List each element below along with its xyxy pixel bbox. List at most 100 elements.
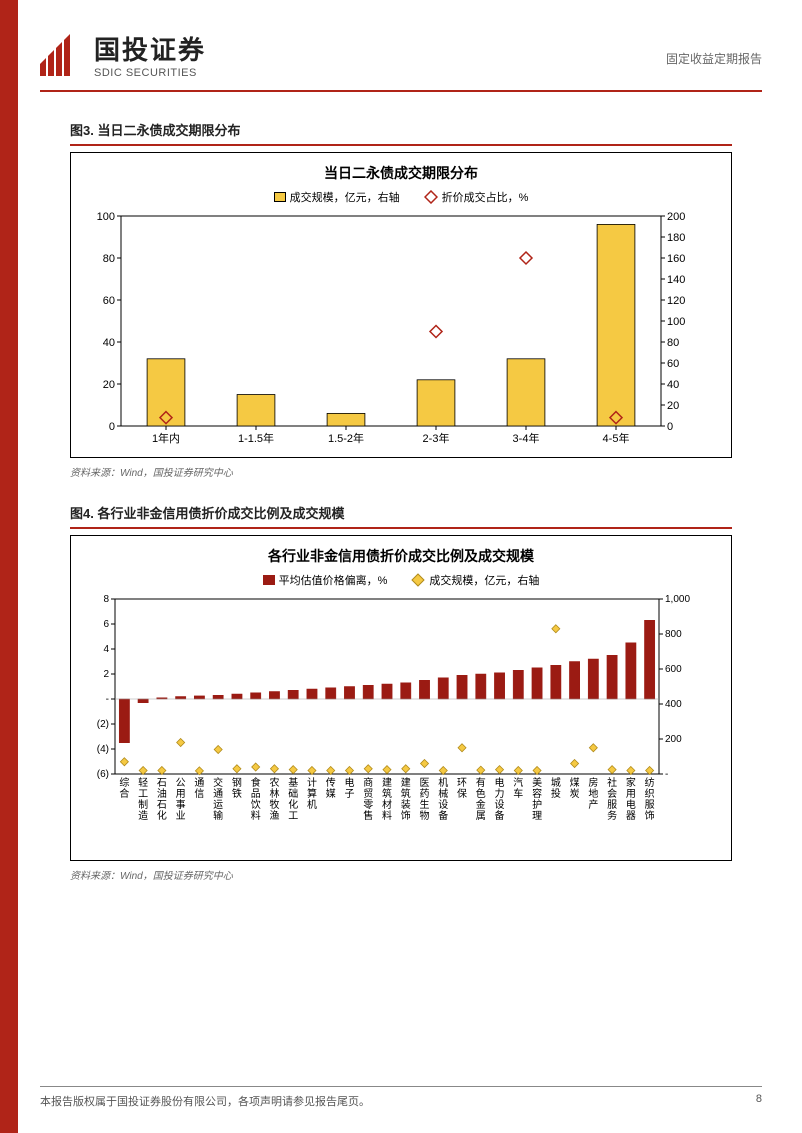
fig4-legend: 平均估值价格偏离，% 成交规模，亿元，右轴 [81,572,721,588]
svg-text:200: 200 [665,734,682,745]
square-icon [274,192,286,202]
svg-text:环: 环 [457,778,467,789]
svg-text:车: 车 [513,787,523,800]
svg-text:筑: 筑 [401,787,411,800]
legend-label: 成交规模，亿元，右轴 [290,189,400,205]
svg-text:金: 金 [476,798,486,811]
svg-text:0: 0 [109,421,115,433]
svg-text:1.5-2年: 1.5-2年 [328,431,364,445]
fig4-caption-row: 图4. 各行业非金信用债折价成交比例及成交规模 [70,503,732,529]
brand-logo: 国投证券 SDIC SECURITIES [40,30,762,79]
svg-text:60: 60 [103,295,115,307]
page-footer: 本报告版权属于国投证券股份有限公司，各项声明请参见报告尾页。 8 [40,1086,762,1109]
svg-text:产: 产 [588,798,598,811]
svg-text:筑: 筑 [382,787,392,800]
svg-text:40: 40 [667,379,679,391]
svg-text:理: 理 [532,810,542,822]
svg-text:容: 容 [532,787,542,800]
svg-text:(6): (6) [97,769,109,780]
svg-text:通: 通 [213,788,223,800]
svg-text:械: 械 [438,787,448,800]
svg-text:铁: 铁 [232,787,242,800]
svg-text:投: 投 [551,787,561,800]
svg-text:制: 制 [138,798,148,811]
svg-text:-: - [665,769,668,780]
svg-text:石: 石 [157,778,167,789]
svg-text:力: 力 [495,787,505,800]
fig3-source: 资料来源：Wind，国投证券研究中心 [70,464,732,479]
svg-text:媒: 媒 [326,788,336,800]
svg-text:60: 60 [667,358,679,370]
svg-text:80: 80 [667,337,679,349]
svg-text:饰: 饰 [401,809,411,822]
fig4-plot: (6)(4)(2)-2468-2004006008001,000综合轻工制造石油… [81,594,701,854]
svg-text:子: 子 [344,788,354,800]
svg-text:电: 电 [344,776,354,789]
svg-text:药: 药 [420,788,430,800]
svg-text:食: 食 [251,776,261,789]
svg-text:100: 100 [97,211,115,223]
svg-text:传: 传 [326,777,336,789]
svg-text:600: 600 [665,664,682,675]
svg-text:物: 物 [420,809,430,822]
svg-text:电: 电 [626,798,636,811]
fig3-title: 当日二永债成交期限分布 [81,163,721,183]
fig4-caption: 图4. 各行业非金信用债折价成交比例及成交规模 [70,506,344,521]
legend-label: 平均估值价格偏离，% [279,572,388,588]
svg-text:社: 社 [607,776,617,789]
svg-text:120: 120 [667,295,685,307]
svg-text:输: 输 [213,809,223,822]
svg-text:炭: 炭 [570,788,580,800]
svg-text:80: 80 [103,253,115,265]
svg-text:工: 工 [138,789,148,800]
svg-text:公: 公 [176,778,186,789]
svg-text:设: 设 [495,799,505,811]
svg-text:800: 800 [665,629,682,640]
svg-text:建: 建 [401,776,411,789]
svg-text:合: 合 [119,787,129,800]
svg-text:务: 务 [607,809,617,822]
svg-text:化: 化 [288,798,298,811]
svg-text:事: 事 [176,798,186,811]
fig4-chart: 各行业非金信用债折价成交比例及成交规模 平均估值价格偏离，% 成交规模，亿元，右… [70,535,732,861]
svg-text:售: 售 [363,809,373,822]
svg-text:美: 美 [532,776,542,789]
footer-copyright: 本报告版权属于国投证券股份有限公司，各项声明请参见报告尾页。 [40,1093,370,1109]
svg-text:商: 商 [363,776,373,789]
svg-text:机: 机 [307,798,317,811]
svg-text:用: 用 [626,789,636,800]
svg-text:信: 信 [194,788,204,800]
svg-text:零: 零 [363,799,373,811]
svg-text:通: 通 [194,777,204,789]
svg-text:建: 建 [382,776,392,789]
svg-text:综: 综 [119,776,129,789]
fig3-legend-marker: 折价成交占比，% [424,189,529,205]
svg-text:4: 4 [103,644,109,655]
svg-text:石: 石 [157,800,167,811]
fig4-legend-marker: 成交规模，亿元，右轴 [411,572,539,588]
svg-text:础: 础 [288,788,298,800]
brand-name-cn: 国投证券 [94,30,206,67]
svg-text:家: 家 [626,776,636,789]
svg-text:8: 8 [103,594,109,605]
svg-text:运: 运 [213,799,223,811]
svg-text:保: 保 [457,787,467,800]
svg-text:交: 交 [213,776,223,789]
fig3-caption: 图3. 当日二永债成交期限分布 [70,123,240,138]
svg-text:140: 140 [667,274,685,286]
svg-text:有: 有 [476,776,486,789]
page-number: 8 [756,1093,762,1109]
svg-text:护: 护 [532,798,542,811]
svg-text:2-3年: 2-3年 [423,431,450,445]
svg-text:40: 40 [103,337,115,349]
logo-mark-icon [40,34,86,76]
svg-text:料: 料 [382,809,392,822]
fig3-legend: 成交规模，亿元，右轴 折价成交占比，% [81,189,721,205]
svg-text:设: 设 [438,799,448,811]
svg-text:品: 品 [251,788,261,800]
svg-text:200: 200 [667,211,685,223]
svg-text:1,000: 1,000 [665,594,690,605]
left-accent-bar [0,0,18,1133]
svg-text:纺: 纺 [645,776,655,789]
svg-text:备: 备 [438,809,448,822]
